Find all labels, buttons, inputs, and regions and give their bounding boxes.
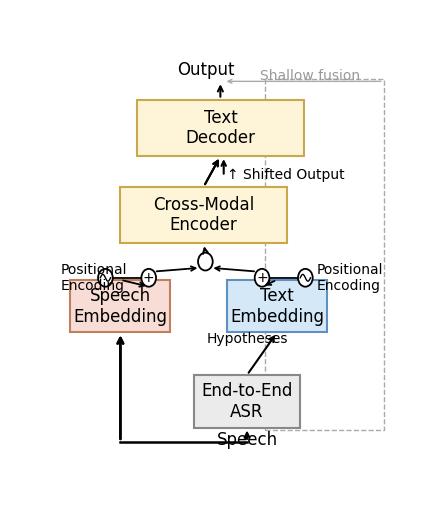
- Circle shape: [298, 269, 313, 287]
- FancyBboxPatch shape: [194, 375, 300, 428]
- FancyBboxPatch shape: [227, 280, 327, 332]
- FancyBboxPatch shape: [71, 280, 170, 332]
- FancyBboxPatch shape: [120, 187, 287, 244]
- Text: Speech: Speech: [216, 431, 278, 449]
- Text: Positional
Encoding: Positional Encoding: [60, 262, 127, 293]
- Text: +: +: [143, 271, 154, 285]
- Circle shape: [198, 252, 213, 270]
- Text: Hypotheses: Hypotheses: [206, 332, 288, 346]
- Text: Cross-Modal
Encoder: Cross-Modal Encoder: [153, 196, 254, 235]
- Text: Output: Output: [177, 62, 234, 79]
- Circle shape: [255, 269, 269, 287]
- Bar: [265, 79, 384, 430]
- Text: Speech
Embedding: Speech Embedding: [74, 287, 167, 326]
- Text: End-to-End
ASR: End-to-End ASR: [201, 382, 293, 421]
- Text: Text
Embedding: Text Embedding: [230, 287, 324, 326]
- Circle shape: [141, 269, 156, 287]
- FancyBboxPatch shape: [137, 99, 304, 156]
- Text: Shallow fusion: Shallow fusion: [261, 68, 360, 83]
- Text: Positional
Encoding: Positional Encoding: [317, 262, 384, 293]
- Circle shape: [98, 269, 113, 287]
- Text: +: +: [256, 271, 268, 285]
- Text: Text
Decoder: Text Decoder: [185, 108, 255, 147]
- Text: ↑ Shifted Output: ↑ Shifted Output: [227, 167, 345, 181]
